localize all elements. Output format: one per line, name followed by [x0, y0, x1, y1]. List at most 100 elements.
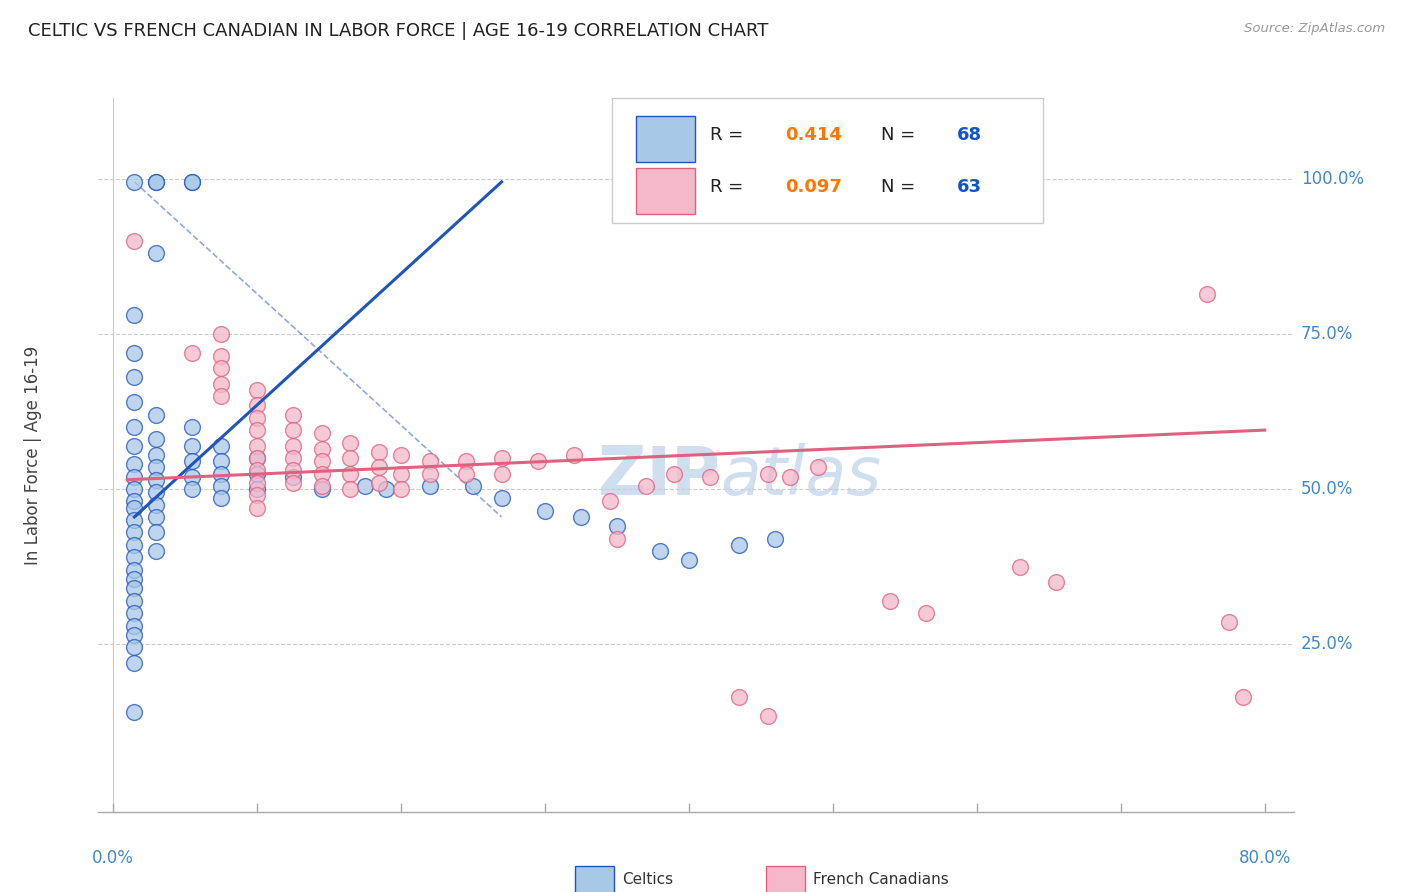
Point	[124, 593, 146, 607]
Point	[124, 582, 146, 596]
Point	[246, 410, 269, 425]
Point	[181, 469, 204, 483]
Point	[246, 482, 269, 496]
Point	[246, 488, 269, 502]
Text: In Labor Force | Age 16-19: In Labor Force | Age 16-19	[24, 345, 42, 565]
Point	[246, 439, 269, 453]
FancyBboxPatch shape	[636, 168, 695, 214]
Point	[599, 494, 621, 508]
Point	[209, 389, 232, 403]
Point	[181, 439, 204, 453]
Point	[779, 469, 801, 483]
Point	[145, 544, 167, 558]
Point	[145, 498, 167, 512]
Point	[246, 450, 269, 465]
Point	[124, 640, 146, 655]
Point	[368, 460, 391, 475]
Point	[562, 448, 585, 462]
Point	[124, 563, 146, 577]
Point	[1045, 575, 1067, 590]
Point	[246, 475, 269, 490]
Point	[728, 690, 751, 704]
Point	[339, 435, 361, 450]
Point	[124, 175, 146, 189]
Point	[145, 485, 167, 500]
Point	[145, 246, 167, 260]
Point	[419, 467, 441, 481]
Text: 63: 63	[956, 178, 981, 196]
FancyBboxPatch shape	[766, 866, 804, 892]
Point	[533, 504, 555, 518]
Point	[281, 475, 304, 490]
Point	[209, 439, 232, 453]
Point	[389, 482, 412, 496]
Point	[124, 706, 146, 720]
Point	[678, 553, 700, 567]
Point	[756, 708, 779, 723]
Point	[281, 450, 304, 465]
Point	[281, 469, 304, 483]
Text: 50.0%: 50.0%	[1301, 480, 1353, 498]
Point	[526, 454, 548, 468]
Point	[419, 479, 441, 493]
Point	[311, 426, 333, 441]
Point	[1008, 559, 1031, 574]
Point	[124, 420, 146, 434]
Point	[454, 467, 477, 481]
Point	[606, 519, 628, 533]
Point	[246, 398, 269, 412]
Point	[699, 469, 721, 483]
Point	[124, 457, 146, 471]
Point	[339, 467, 361, 481]
Point	[124, 469, 146, 483]
Point	[375, 482, 398, 496]
Point	[246, 463, 269, 477]
Point	[145, 175, 167, 189]
Point	[145, 175, 167, 189]
Point	[124, 525, 146, 540]
Point	[124, 618, 146, 632]
FancyBboxPatch shape	[575, 866, 613, 892]
Text: N =: N =	[882, 178, 921, 196]
Point	[145, 433, 167, 447]
Point	[634, 479, 657, 493]
Point	[763, 532, 786, 546]
Point	[368, 445, 391, 459]
Point	[124, 234, 146, 248]
Point	[368, 475, 391, 490]
Point	[145, 473, 167, 487]
Point	[281, 439, 304, 453]
Point	[664, 467, 686, 481]
Point	[491, 491, 513, 506]
Point	[124, 606, 146, 620]
Text: 75.0%: 75.0%	[1301, 325, 1353, 343]
Point	[181, 454, 204, 468]
Text: 0.0%: 0.0%	[91, 849, 134, 867]
Point	[124, 513, 146, 527]
Text: R =: R =	[710, 178, 749, 196]
Point	[246, 450, 269, 465]
Point	[491, 467, 513, 481]
Point	[648, 544, 671, 558]
Text: atlas: atlas	[720, 443, 882, 509]
Point	[124, 482, 146, 496]
Text: 0.414: 0.414	[786, 127, 842, 145]
Text: CELTIC VS FRENCH CANADIAN IN LABOR FORCE | AGE 16-19 CORRELATION CHART: CELTIC VS FRENCH CANADIAN IN LABOR FORCE…	[28, 22, 769, 40]
Point	[311, 479, 333, 493]
Point	[281, 423, 304, 437]
Point	[124, 494, 146, 508]
Point	[915, 606, 938, 620]
Point	[389, 467, 412, 481]
Point	[124, 500, 146, 515]
Point	[311, 467, 333, 481]
Point	[181, 345, 204, 359]
Point	[124, 572, 146, 586]
Text: 100.0%: 100.0%	[1301, 169, 1364, 188]
Point	[124, 538, 146, 552]
Point	[145, 460, 167, 475]
Point	[124, 439, 146, 453]
Text: 25.0%: 25.0%	[1301, 635, 1353, 653]
Point	[181, 482, 204, 496]
Text: N =: N =	[882, 127, 921, 145]
Point	[807, 460, 830, 475]
